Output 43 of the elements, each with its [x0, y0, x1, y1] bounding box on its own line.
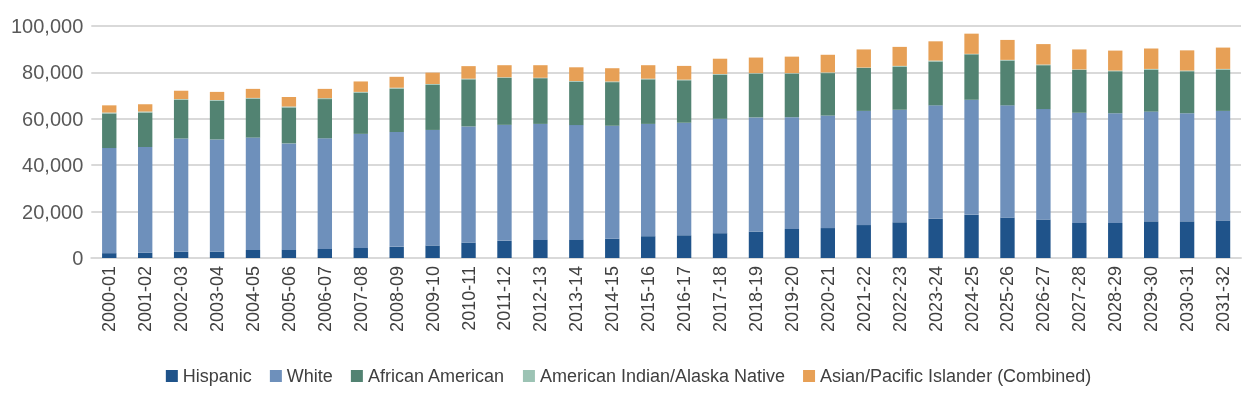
x-tick-label: 2014-15	[602, 266, 623, 333]
x-tick-label: 2025-26	[997, 266, 1018, 333]
x-tick-label: 2018-19	[745, 266, 766, 333]
legend-label: African American	[367, 366, 504, 386]
x-tick-label: 2010-11	[458, 266, 479, 331]
y-tick-label: 100,000	[11, 15, 84, 37]
x-tick-label: 2009-10	[422, 266, 443, 333]
x-tick-label: 2011-12	[494, 266, 515, 331]
y-tick-label: 80,000	[22, 61, 84, 84]
x-tick-label: 2001-02	[135, 266, 156, 333]
x-tick-label: 2016-17	[674, 266, 695, 333]
x-tick-label: 2020-21	[817, 266, 838, 333]
x-tick-label: 2017-18	[710, 266, 731, 333]
y-tick-label: 60,000	[22, 107, 84, 130]
legend-label: Hispanic	[182, 366, 252, 386]
x-tick-label: 2024-25	[961, 266, 982, 333]
x-tick-label: 2031-32	[1213, 266, 1234, 333]
x-tick-label: 2007-08	[350, 266, 371, 333]
legend-label: Asian/Pacific Islander (Combined)	[820, 366, 1092, 386]
legend-label: White	[286, 366, 333, 386]
y-tick-label: 40,000	[22, 154, 84, 177]
x-tick-label: 2015-16	[638, 266, 659, 333]
x-tick-label: 2027-28	[1069, 266, 1090, 333]
x-tick-label: 2023-24	[925, 266, 946, 333]
x-tick-label: 2029-30	[1141, 266, 1162, 333]
x-tick-label: 2022-23	[889, 266, 910, 333]
x-tick-label: 2003-04	[207, 266, 228, 333]
x-tick-label: 2026-27	[1033, 266, 1054, 333]
x-tick-label: 2013-14	[566, 266, 587, 333]
x-tick-label: 2004-05	[242, 266, 263, 333]
x-tick-label: 2021-22	[853, 266, 874, 333]
x-tick-label: 2000-01	[99, 266, 120, 333]
legend-label: American Indian/Alaska Native	[539, 366, 786, 386]
x-tick-label: 2012-13	[530, 266, 551, 333]
x-tick-label: 2030-31	[1177, 266, 1198, 333]
x-tick-label: 2019-20	[781, 266, 802, 333]
x-tick-label: 2002-03	[171, 266, 192, 333]
x-tick-label: 2028-29	[1105, 266, 1126, 333]
y-tick-label: 20,000	[22, 200, 84, 223]
x-tick-label: 2006-07	[314, 266, 335, 333]
x-tick-label: 2008-09	[386, 266, 407, 333]
y-tick-label: 0	[72, 247, 84, 269]
x-tick-label: 2005-06	[278, 266, 299, 333]
